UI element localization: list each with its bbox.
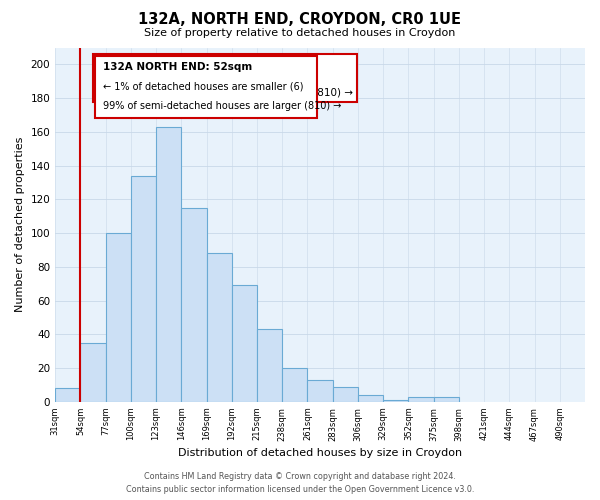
Bar [80, 343, 106, 402]
Text: ← 1% of detached houses are smaller (6): ← 1% of detached houses are smaller (6) [103, 81, 304, 91]
Text: 132A NORTH END: 52sqm: 132A NORTH END: 52sqm [103, 62, 252, 72]
Text: 132A, NORTH END, CROYDON, CR0 1UE: 132A, NORTH END, CROYDON, CR0 1UE [139, 12, 461, 28]
Bar [131, 176, 156, 402]
Text: Contains HM Land Registry data © Crown copyright and database right 2024.
Contai: Contains HM Land Registry data © Crown c… [126, 472, 474, 494]
Bar [156, 127, 181, 402]
Text: 132A NORTH END: 52sqm
← 1% of detached houses are smaller (6)
99% of semi-detach: 132A NORTH END: 52sqm ← 1% of detached h… [98, 58, 353, 98]
Bar [434, 397, 459, 402]
Bar [55, 388, 80, 402]
Y-axis label: Number of detached properties: Number of detached properties [15, 137, 25, 312]
Bar [409, 397, 434, 402]
Bar [206, 254, 232, 402]
Bar [307, 380, 332, 402]
X-axis label: Distribution of detached houses by size in Croydon: Distribution of detached houses by size … [178, 448, 462, 458]
FancyBboxPatch shape [95, 56, 317, 118]
Bar [358, 395, 383, 402]
Bar [257, 330, 282, 402]
Text: 99% of semi-detached houses are larger (810) →: 99% of semi-detached houses are larger (… [103, 100, 341, 110]
Text: Size of property relative to detached houses in Croydon: Size of property relative to detached ho… [145, 28, 455, 38]
Bar [106, 233, 131, 402]
Bar [383, 400, 409, 402]
Bar [232, 286, 257, 402]
Bar [332, 386, 358, 402]
Bar [282, 368, 307, 402]
Bar [181, 208, 206, 402]
